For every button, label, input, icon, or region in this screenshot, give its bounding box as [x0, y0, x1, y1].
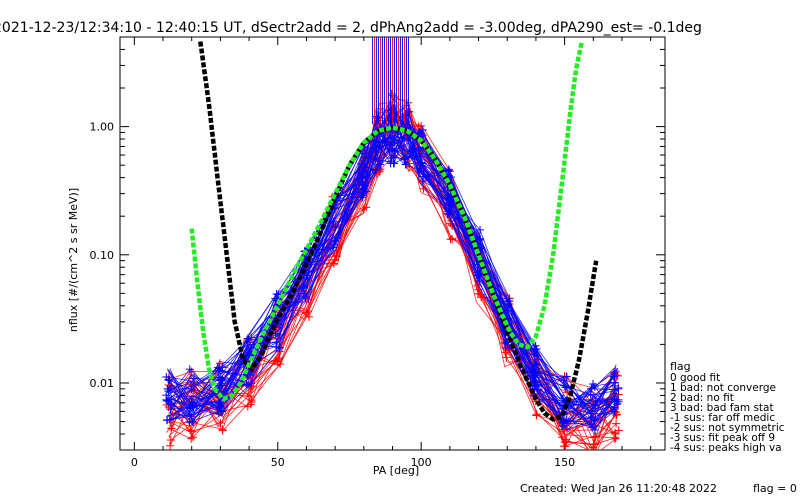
black-fit-curve	[198, 41, 599, 422]
chart-title: 2021-12-23/12:34:10 - 12:40:15 UT, dSect…	[0, 20, 702, 36]
created-stamp: Created: Wed Jan 26 11:20:48 2022	[520, 482, 717, 495]
green-fit-curve	[189, 41, 585, 402]
plot-layer: 0 50 100 150 0.01 0.10 1.00	[90, 36, 666, 469]
blue-series-point	[164, 375, 173, 384]
blue-series-trace	[168, 135, 617, 406]
legend-entry: 2 bad: no fit	[670, 392, 734, 404]
red-series-point	[587, 453, 595, 461]
legend-entry: 1 bad: not converge	[670, 382, 776, 394]
x-tick-label: 100	[411, 456, 432, 469]
blue-series-trace	[166, 123, 615, 413]
blue-series-trace	[169, 131, 617, 412]
legend-entry: -4 sus: peaks high va	[670, 442, 782, 454]
blue-series-trace	[167, 139, 616, 423]
flag-stamp: flag = 0	[753, 482, 797, 495]
blue-series-point	[614, 384, 623, 393]
x-tick-label: 150	[554, 456, 575, 469]
data-layer	[162, 37, 623, 461]
x-tick-label: 50	[271, 456, 285, 469]
legend: 0 good fit 1 bad: not converge 2 bad: no…	[670, 372, 785, 454]
y-tick-label: 1.00	[90, 121, 115, 134]
blue-series-trace	[170, 146, 619, 421]
legend-entry: -3 sus: fit peak off 9	[670, 432, 775, 444]
y-axis-label: nflux [#/(cm^2 s sr MeV)]	[67, 188, 80, 332]
legend-entry: -2 sus: not symmetric	[670, 422, 785, 434]
red-series-point	[166, 441, 175, 450]
y-tick-label: 0.01	[90, 377, 115, 390]
blue-series-point	[610, 407, 619, 416]
legend-title: flag	[670, 360, 691, 373]
x-axis-label: PA [deg]	[373, 464, 419, 477]
blue-series-point	[162, 391, 171, 400]
x-tick-label: 0	[131, 456, 138, 469]
y-tick-label: 0.10	[90, 249, 115, 262]
legend-entry: 3 bad: bad fam stat	[670, 402, 774, 414]
blue-series-point	[162, 416, 171, 425]
legend-entry: -1 sus: far off medic	[670, 412, 775, 424]
red-series-point	[591, 451, 599, 459]
legend-entry: 0 good fit	[670, 372, 720, 384]
